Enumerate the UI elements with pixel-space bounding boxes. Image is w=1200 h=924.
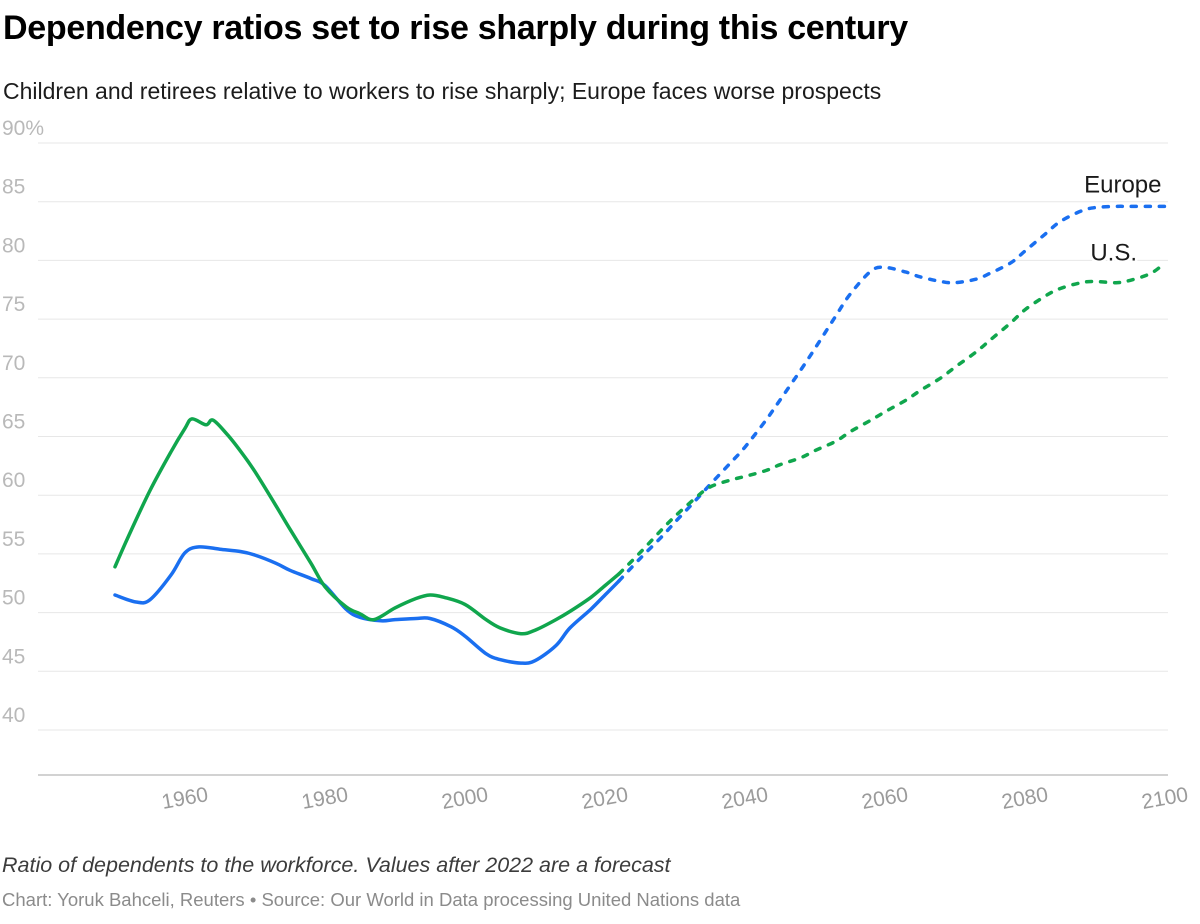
x-axis-tick-label: 2100: [1140, 783, 1190, 814]
chart-note: Ratio of dependents to the workforce. Va…: [2, 853, 671, 877]
series-label-us: U.S.: [1090, 239, 1137, 266]
x-axis-tick-label: 2000: [440, 783, 490, 814]
series-line-europe-historical: [113, 545, 621, 665]
line-chart: 40 45 50 55 60 65 70 75 80 85 90% 1960 1980 2000 2020 2…: [0, 113, 1200, 826]
chart-credit: Chart: Yoruk Bahceli, Reuters • Source: …: [2, 889, 741, 910]
y-axis-tick-label: 50: [2, 587, 25, 610]
x-axis-tick-label: 1960: [160, 783, 210, 814]
y-axis-tick-label: 65: [2, 411, 25, 434]
y-axis-tick-label: 80: [2, 234, 25, 257]
series-line-us-forecast: [617, 260, 1167, 576]
series-line-europe-forecast: [617, 204, 1167, 583]
y-axis-tick-label: 40: [2, 704, 25, 727]
x-axis-tick-label: 1980: [300, 783, 350, 814]
y-axis-tick-label: 70: [2, 352, 25, 375]
chart-canvas: 40 45 50 55 60 65 70 75 80 85 90% 1960 1980 2000 2020 2…: [2, 117, 1190, 814]
series-line-us-historical: [113, 417, 621, 636]
x-axis-tick-label: 2080: [1000, 783, 1050, 814]
y-axis-tick-label: 75: [2, 293, 25, 316]
x-axis-tick-label: 2060: [860, 783, 910, 814]
x-axis-tick-label: 2040: [720, 783, 770, 814]
y-axis-tick-label: 55: [2, 528, 25, 551]
y-axis-tick-label: 90%: [2, 117, 44, 140]
x-axis-tick-label: 2020: [580, 783, 630, 814]
y-axis-tick-label: 60: [2, 469, 25, 492]
chart-subtitle: Children and retirees relative to worker…: [3, 78, 882, 104]
y-axis-tick-label: 85: [2, 176, 25, 199]
chart-card: Dependency ratios set to rise sharply du…: [0, 6, 1200, 924]
chart-title: Dependency ratios set to rise sharply du…: [3, 9, 908, 47]
series-label-europe: Europe: [1084, 171, 1161, 198]
y-axis-tick-label: 45: [2, 645, 25, 668]
